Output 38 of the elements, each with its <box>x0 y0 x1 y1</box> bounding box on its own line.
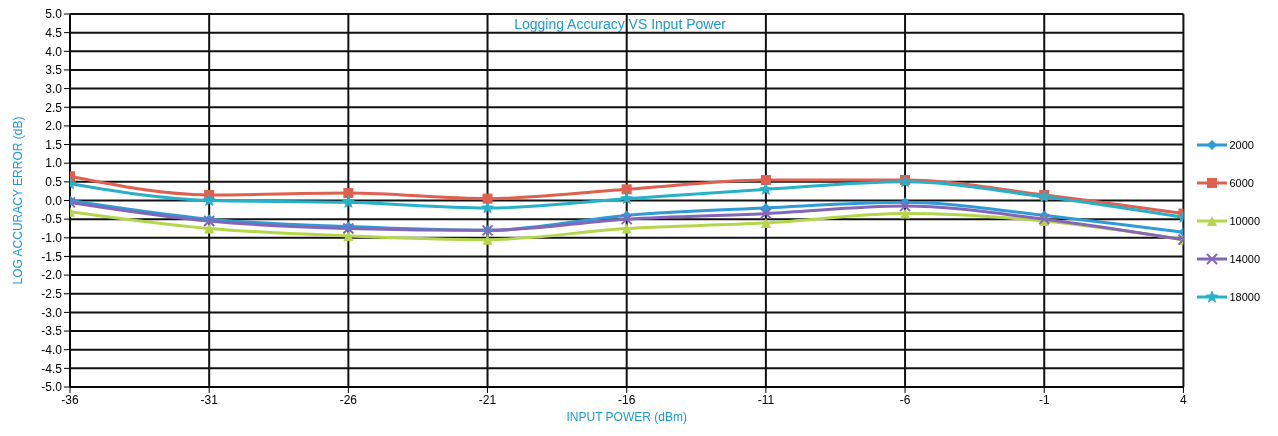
legend-label: 10000 <box>1229 214 1260 227</box>
x-tick-label: -31 <box>200 392 219 407</box>
x-tick-label: -16 <box>618 392 636 407</box>
y-tick-label: -4.0 <box>41 342 63 357</box>
legend-label: 2000 <box>1229 138 1254 151</box>
x-tick-label: -21 <box>478 392 497 407</box>
y-tick-label: -2.5 <box>41 287 63 302</box>
y-tick-label: 1.0 <box>45 156 63 171</box>
y-tick-label: -1.0 <box>41 231 63 246</box>
y-tick-label: -3.0 <box>41 305 63 320</box>
x-tick-label: 4 <box>1180 392 1188 407</box>
y-tick-label: 4.5 <box>45 25 63 40</box>
x-tick-label: -1 <box>1038 392 1050 407</box>
chart-title: Logging Accuracy VS Input Power <box>514 16 726 32</box>
legend-label: 6000 <box>1229 176 1254 189</box>
y-tick-label: -3.5 <box>41 324 63 339</box>
y-tick-label: -1.5 <box>41 249 63 264</box>
x-tick-label: -26 <box>339 392 358 407</box>
x-axis-title: INPUT POWER (dBm) <box>566 410 687 424</box>
y-tick-label: 2.5 <box>45 100 63 115</box>
x-tick-label: -11 <box>757 392 775 407</box>
y-tick-label: -2.0 <box>41 268 63 283</box>
y-tick-label: 0.0 <box>45 193 63 208</box>
legend-label: 14000 <box>1229 252 1260 265</box>
y-tick-label: 2.0 <box>45 119 63 134</box>
x-tick-label: -36 <box>61 392 79 407</box>
y-tick-label: -0.5 <box>41 212 63 227</box>
x-tick-label: -6 <box>899 392 911 407</box>
y-tick-label: -5.0 <box>41 380 63 395</box>
y-tick-label: 5.0 <box>45 7 63 22</box>
y-tick-label: -4.5 <box>41 361 63 376</box>
y-axis-title: LOG ACCURACY ERROR (dB) <box>11 116 26 285</box>
y-tick-label: 3.5 <box>45 63 63 78</box>
y-tick-label: 4.0 <box>45 44 63 59</box>
y-tick-label: 0.5 <box>45 175 63 190</box>
legend-label: 18000 <box>1229 290 1260 303</box>
y-tick-label: 3.0 <box>45 81 63 96</box>
y-tick-label: 1.5 <box>45 137 63 152</box>
